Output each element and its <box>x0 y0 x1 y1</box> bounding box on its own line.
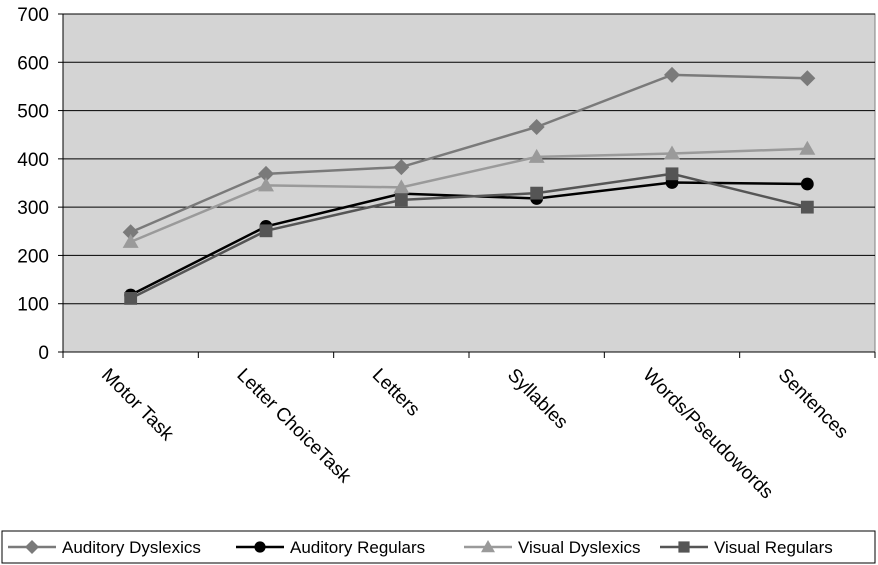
data-point-triangle <box>664 145 680 160</box>
y-axis: 0 100 200 300 400 500 600 700 <box>17 5 64 364</box>
y-tick-label: 700 <box>17 5 49 26</box>
data-point-diamond <box>799 70 816 87</box>
data-point-triangle <box>799 140 816 155</box>
data-point-triangle <box>258 177 274 192</box>
series-line <box>130 172 808 300</box>
series-group <box>122 66 816 305</box>
data-point-square <box>394 193 408 207</box>
x-tick-label: Letter ChoiceTask <box>232 365 355 488</box>
x-tick-label: Motor Task <box>97 365 178 446</box>
legend-item: Auditory Regulars <box>236 538 425 557</box>
legend-label: Auditory Regulars <box>290 538 425 557</box>
legend-item: Auditory Dyslexics <box>8 538 201 557</box>
y-tick-label: 300 <box>17 198 49 219</box>
gridlines <box>63 13 875 305</box>
data-point-square <box>259 224 273 238</box>
x-tick-label: Sentences <box>774 365 852 443</box>
legend: Auditory Dyslexics Auditory Regulars Visua… <box>1 530 876 564</box>
data-point-diamond <box>393 159 410 176</box>
series-visual-dyslexics <box>122 140 816 248</box>
legend-label: Visual Regulars <box>714 538 833 557</box>
series-line <box>130 73 808 234</box>
data-point-triangle <box>122 233 139 248</box>
y-tick-label: 0 <box>38 343 49 364</box>
y-tick-label: 500 <box>17 102 49 123</box>
data-point-square <box>678 541 690 553</box>
data-point-circle <box>254 541 266 553</box>
data-point-diamond <box>25 540 39 554</box>
data-point-diamond <box>528 118 545 135</box>
y-tick-label: 400 <box>17 150 49 171</box>
data-point-square <box>800 200 814 214</box>
x-tick-label: Syllables <box>503 365 572 434</box>
data-point-diamond <box>122 224 139 241</box>
data-point-square <box>124 292 138 305</box>
y-tick-label: 200 <box>17 246 49 267</box>
series-auditory-dyslexics <box>122 66 816 241</box>
legend-item: Visual Regulars <box>660 538 833 557</box>
data-point-diamond <box>258 165 274 182</box>
series-visual-regulars <box>124 167 814 305</box>
legend-item: Visual Dyslexics <box>464 538 641 557</box>
data-point-square <box>665 167 679 181</box>
data-point-triangle <box>393 179 410 194</box>
data-point-square <box>530 186 544 200</box>
y-tick-label: 100 <box>17 295 49 316</box>
data-point-circle <box>800 177 814 191</box>
data-point-triangle <box>481 540 495 553</box>
data-point-triangle <box>528 148 545 163</box>
data-point-diamond <box>664 66 680 83</box>
x-tick-label: Words/Pseudowords <box>638 365 777 504</box>
legend-label: Visual Dyslexics <box>518 538 641 557</box>
x-axis: Motor Task Letter ChoiceTask Letters Syllab… <box>62 351 876 504</box>
y-tick-label: 600 <box>17 53 49 74</box>
x-tick-label: Letters <box>368 365 424 421</box>
series-line <box>130 147 808 244</box>
legend-box <box>1 530 876 564</box>
legend-label: Auditory Dyslexics <box>62 538 201 557</box>
